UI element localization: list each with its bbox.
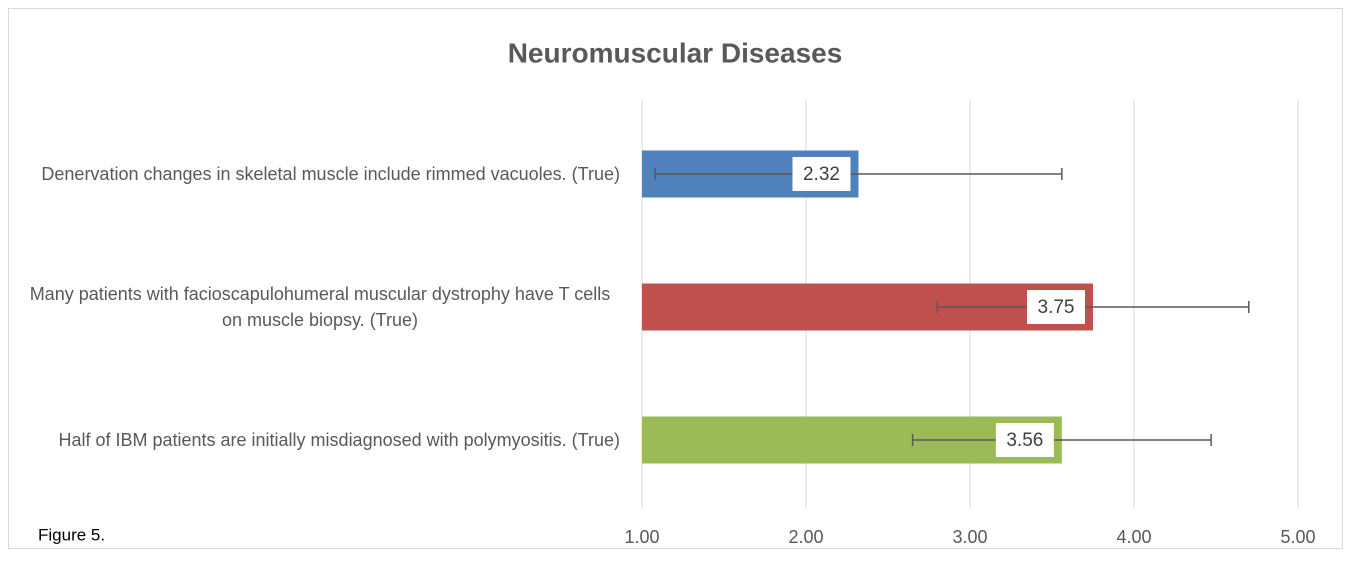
data-label: 3.75 bbox=[1038, 297, 1075, 318]
x-tick-label: 4.00 bbox=[1116, 527, 1151, 547]
x-tick-label: 5.00 bbox=[1280, 527, 1315, 547]
chart-border bbox=[8, 8, 1343, 549]
x-tick-label: 3.00 bbox=[952, 527, 987, 547]
y-tick-label: Denervation changes in skeletal muscle i… bbox=[41, 164, 620, 184]
chart-title: Neuromuscular Diseases bbox=[508, 37, 843, 68]
y-tick-label: Many patients with facioscapulohumeral m… bbox=[29, 284, 611, 330]
data-label-box bbox=[995, 423, 1054, 457]
x-tick-label: 2.00 bbox=[788, 527, 823, 547]
y-tick-label: Half of IBM patients are initially misdi… bbox=[58, 430, 620, 450]
data-label: 2.32 bbox=[803, 164, 840, 185]
data-label-box bbox=[1027, 290, 1085, 324]
data-label: 3.56 bbox=[1006, 430, 1043, 451]
x-tick-label: 1.00 bbox=[624, 527, 659, 547]
annotation: Figure 5. bbox=[38, 525, 105, 544]
data-label-box bbox=[792, 157, 851, 191]
